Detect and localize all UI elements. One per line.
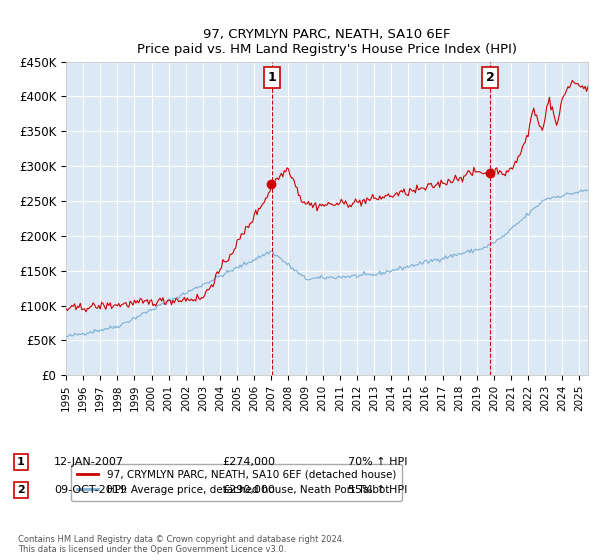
Text: 09-OCT-2019: 09-OCT-2019 <box>54 485 127 495</box>
Text: 12-JAN-2007: 12-JAN-2007 <box>54 457 124 467</box>
Title: 97, CRYMLYN PARC, NEATH, SA10 6EF
Price paid vs. HM Land Registry's House Price : 97, CRYMLYN PARC, NEATH, SA10 6EF Price … <box>137 28 517 56</box>
Text: 2: 2 <box>17 485 25 495</box>
Text: £290,000: £290,000 <box>222 485 275 495</box>
Text: Contains HM Land Registry data © Crown copyright and database right 2024.
This d: Contains HM Land Registry data © Crown c… <box>18 535 344 554</box>
Text: £274,000: £274,000 <box>222 457 275 467</box>
Text: 55% ↑ HPI: 55% ↑ HPI <box>348 485 407 495</box>
Text: 2: 2 <box>486 71 494 84</box>
Legend: 97, CRYMLYN PARC, NEATH, SA10 6EF (detached house), HPI: Average price, detached: 97, CRYMLYN PARC, NEATH, SA10 6EF (detac… <box>71 464 402 501</box>
Text: 1: 1 <box>17 457 25 467</box>
Text: 1: 1 <box>268 71 277 84</box>
Text: 70% ↑ HPI: 70% ↑ HPI <box>348 457 407 467</box>
